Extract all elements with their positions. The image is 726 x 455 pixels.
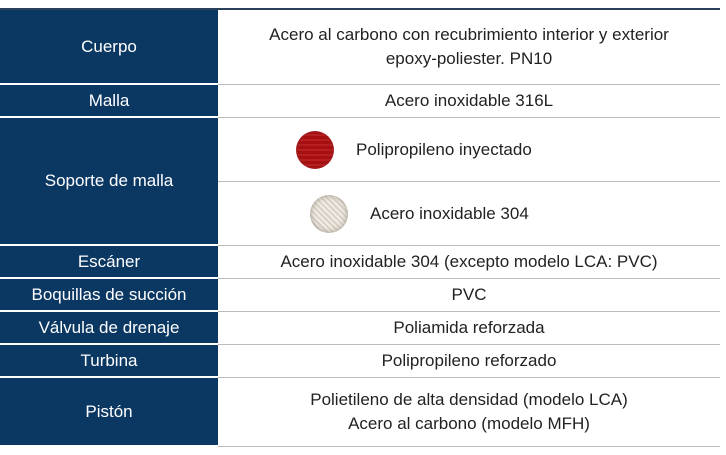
row-label: Cuerpo — [0, 10, 218, 85]
row-values: Polipropileno inyectado Acero inoxidable … — [218, 118, 720, 246]
table-row: Soporte de malla Polipropileno inyectado A… — [0, 118, 720, 246]
table-row: Pistón Polietileno de alta densidad (mode… — [0, 378, 720, 447]
value-cell: Polietileno de alta densidad (modelo LCA… — [218, 378, 720, 447]
value-cell: Poliamida reforzada — [218, 312, 720, 345]
materials-table: Cuerpo Acero al carbono con recubrimiento… — [0, 8, 720, 447]
row-values: Polietileno de alta densidad (modelo LCA… — [218, 378, 720, 447]
row-values: Acero al carbono con recubrimiento inter… — [218, 10, 720, 85]
table-row: Turbina Polipropileno reforzado — [0, 345, 720, 378]
row-label: Válvula de drenaje — [0, 312, 218, 345]
table-row: Cuerpo Acero al carbono con recubrimiento… — [0, 10, 720, 85]
row-label: Escáner — [0, 246, 218, 279]
row-values: Poliamida reforzada — [218, 312, 720, 345]
value-text: Polipropileno inyectado — [356, 139, 532, 159]
material-icon — [296, 130, 334, 169]
row-label: Soporte de malla — [0, 118, 218, 246]
value-cell: Acero inoxidable 316L — [218, 85, 720, 118]
table-row: Escáner Acero inoxidable 304 (excepto mod… — [0, 246, 720, 279]
value-cell: Acero inoxidable 304 — [218, 182, 720, 246]
row-label: Turbina — [0, 345, 218, 378]
value-text: Acero inoxidable 304 — [370, 203, 529, 223]
row-values: Polipropileno reforzado — [218, 345, 720, 378]
row-values: Acero inoxidable 304 (excepto modelo LCA… — [218, 246, 720, 279]
row-label: Pistón — [0, 378, 218, 447]
table-row: Malla Acero inoxidable 316L — [0, 85, 720, 118]
value-cell: Polipropileno reforzado — [218, 345, 720, 378]
row-label: Boquillas de succión — [0, 279, 218, 312]
value-cell: Acero al carbono con recubrimiento inter… — [218, 10, 720, 85]
row-label: Malla — [0, 85, 218, 118]
value-cell: PVC — [218, 279, 720, 312]
value-cell: Polipropileno inyectado — [218, 118, 720, 182]
row-values: PVC — [218, 279, 720, 312]
table-row: Boquillas de succión PVC — [0, 279, 720, 312]
row-values: Acero inoxidable 316L — [218, 85, 720, 118]
material-icon — [310, 194, 348, 233]
table-row: Válvula de drenaje Poliamida reforzada — [0, 312, 720, 345]
value-cell: Acero inoxidable 304 (excepto modelo LCA… — [218, 246, 720, 279]
